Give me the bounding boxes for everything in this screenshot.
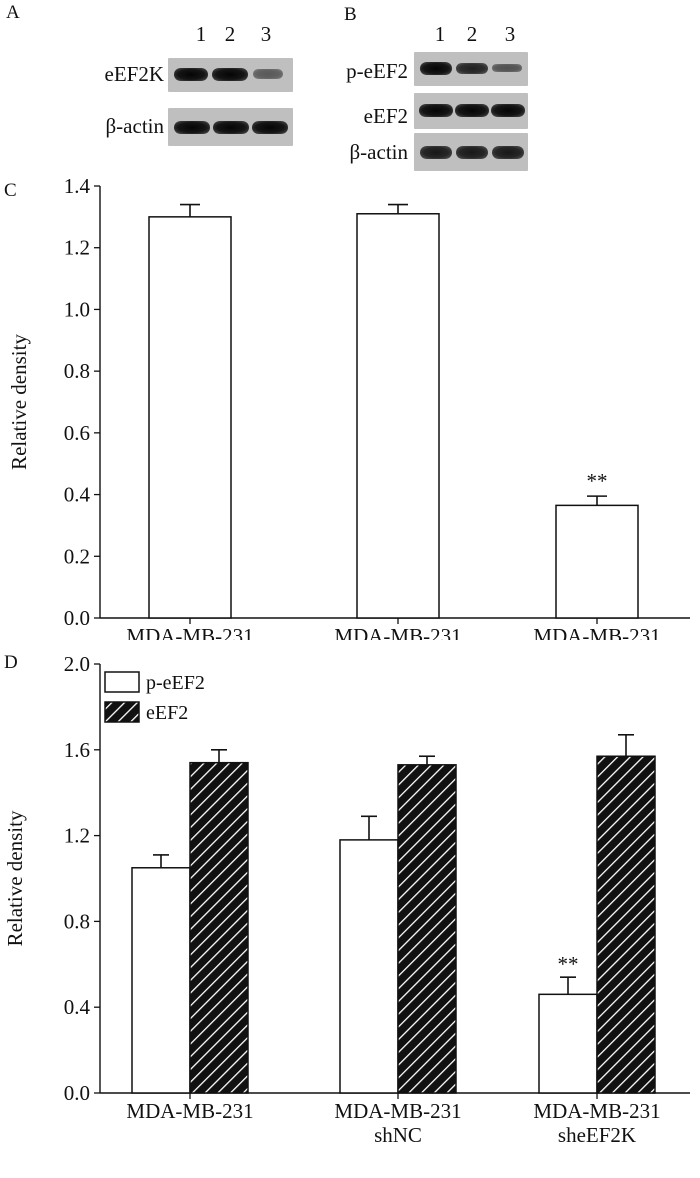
y-tick-label: 0.4: [64, 995, 91, 1019]
panel-b-row-label-p-eef2: p-eEF2: [346, 59, 408, 83]
panel-a-row-label-beta-actin: β-actin: [105, 114, 165, 138]
legend-swatch-eef2: [104, 701, 140, 723]
significance-marker: **: [587, 469, 608, 493]
panel-b-row-label-beta-actin: β-actin: [349, 140, 409, 164]
band-peef2-lane3: [492, 64, 522, 72]
x-tick-label: MDA-MB-231: [334, 1099, 461, 1123]
bar-p-eef2: [538, 993, 598, 1094]
y-tick-label: 0.6: [64, 421, 90, 445]
panel-a-blot-eef2k: [168, 58, 293, 92]
chart-c: 0.0 0.2 0.4 0.6 0.8 1.0 1.2 1.4 Relative density…: [7, 174, 690, 640]
panel-b-blot-beta-actin: [414, 133, 528, 171]
x-tick-label: MDA-MB-231: [334, 624, 461, 640]
legend-label-p-eef2: p-eEF2: [146, 672, 205, 694]
band-eef2-lane3: [491, 104, 525, 117]
panel-b-lane-1: 1: [434, 22, 446, 46]
y-tick-label: 1.4: [64, 174, 91, 198]
significance-marker: **: [558, 952, 579, 976]
y-tick-label: 1.6: [64, 738, 90, 762]
bar-eef2: [596, 755, 656, 1094]
band-actin-a-lane3: [252, 121, 288, 134]
panel-b-blot-eef2: [414, 93, 528, 129]
bar: [356, 213, 440, 619]
y-tick-label: 2.0: [64, 652, 90, 676]
x-tick-label: MDA-MB-231: [126, 624, 253, 640]
bar: [148, 216, 232, 619]
y-tick-label: 1.0: [64, 297, 90, 321]
panel-a-lane-1: 1: [195, 22, 207, 46]
band-actin-a-lane1: [174, 121, 210, 134]
band-peef2-lane2: [456, 63, 488, 74]
bar-eef2: [397, 764, 457, 1094]
bar: [555, 504, 639, 619]
panel-a-blot-beta-actin: [168, 108, 293, 146]
band-actin-b-lane2: [456, 146, 488, 159]
y-tick-label: 0.0: [64, 606, 90, 630]
band-actin-a-lane2: [213, 121, 249, 134]
y-tick-label: 0.0: [64, 1081, 90, 1105]
y-tick-label: 1.2: [64, 824, 90, 848]
band-actin-b-lane1: [420, 146, 452, 159]
band-actin-b-lane3: [492, 146, 524, 159]
band-eef2-lane1: [419, 104, 453, 117]
y-tick-label: 0.8: [64, 909, 90, 933]
band-eef2k-lane2: [212, 68, 248, 81]
panel-b-row-label-eef2: eEF2: [363, 104, 408, 128]
chart-d: 0.0 0.4 0.8 1.2 1.6 2.0 Relative density ** MDA-…: [3, 652, 690, 1147]
y-tick-label: 0.8: [64, 359, 90, 383]
x-tick-label: MDA-MB-231: [533, 624, 660, 640]
panel-d-letter: D: [4, 652, 18, 673]
y-tick-label: 0.4: [64, 483, 91, 507]
bar-p-eef2: [339, 839, 399, 1094]
x-tick-label-line2: sheEF2K: [558, 1123, 636, 1147]
y-axis-title: Relative density: [3, 810, 27, 946]
panel-a-row-label-eef2k: eEF2K: [104, 62, 165, 86]
panel-b-lane-2: 2: [466, 22, 478, 46]
band-peef2-lane1: [420, 62, 452, 75]
bar-eef2: [189, 761, 249, 1094]
legend-swatch-p-eef2: [104, 671, 140, 693]
legend-label-eef2: eEF2: [146, 702, 188, 724]
panel-a-lane-2: 2: [224, 22, 236, 46]
band-eef2-lane2: [455, 104, 489, 117]
panel-b-blot-p-eef2: [414, 52, 528, 86]
y-tick-label: 1.2: [64, 236, 90, 260]
panel-b-lane-3: 3: [504, 22, 516, 46]
panel-c-letter: C: [4, 180, 17, 201]
panel-a-lane-3: 3: [260, 22, 272, 46]
band-eef2k-lane3: [253, 69, 283, 79]
x-tick-label: MDA-MB-231: [126, 1099, 253, 1123]
band-eef2k-lane1: [174, 68, 208, 81]
x-tick-label: MDA-MB-231: [533, 1099, 660, 1123]
panel-a-letter: A: [6, 2, 20, 23]
y-axis-title: Relative density: [7, 334, 31, 470]
x-tick-label-line2: shNC: [374, 1123, 422, 1147]
y-tick-label: 0.2: [64, 544, 90, 568]
panel-b-letter: B: [344, 4, 357, 25]
bar-p-eef2: [131, 867, 191, 1094]
